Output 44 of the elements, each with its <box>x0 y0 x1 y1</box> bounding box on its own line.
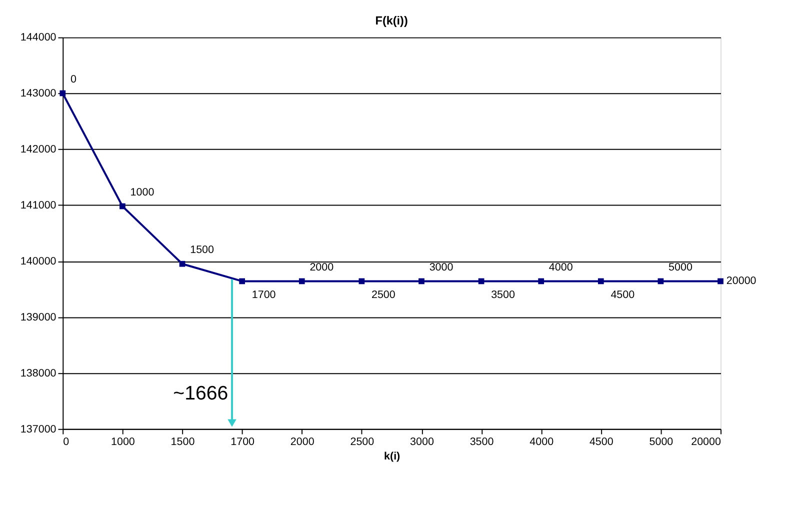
x-tick-label: 1700 <box>230 436 255 448</box>
x-tick-label: 0 <box>63 436 70 448</box>
annotation: 5000 <box>668 261 692 274</box>
point <box>418 278 424 284</box>
point <box>598 278 604 284</box>
annotation: ~1666 <box>173 382 228 405</box>
point <box>358 278 365 284</box>
x-tick-label: 4500 <box>589 436 614 448</box>
point <box>298 278 305 284</box>
x-axis-title: k(i) <box>384 450 401 463</box>
y-tick-label: 139000 <box>20 311 56 324</box>
y-tick-label: 141000 <box>20 200 56 212</box>
x-tick-label: 1000 <box>110 436 135 448</box>
point <box>239 278 246 284</box>
annotation: 4500 <box>610 288 635 301</box>
x-tick-label: 2000 <box>290 436 314 448</box>
x-tick-label: 20000 <box>691 436 722 448</box>
annotation: 0 <box>70 73 76 86</box>
annotation: 1500 <box>190 244 214 256</box>
annotation: 20000 <box>726 275 756 288</box>
annotation: 3500 <box>491 288 516 301</box>
y-tick-label: 142000 <box>20 144 56 156</box>
point <box>538 278 544 284</box>
x-tick-label: 4000 <box>530 436 554 448</box>
y-tick-label: 138000 <box>20 367 56 380</box>
point <box>120 203 126 210</box>
point <box>718 278 724 284</box>
x-tick-label: 3500 <box>470 436 494 448</box>
y-tick-label: 144000 <box>20 32 56 44</box>
annotation: 2500 <box>371 288 396 301</box>
x-tick-label: 5000 <box>649 436 674 448</box>
y-tick-label: 143000 <box>20 88 56 100</box>
annotation: 4000 <box>548 261 573 274</box>
x-tick-label: 2500 <box>350 436 374 448</box>
annotation: 1700 <box>252 288 276 301</box>
x-tick-label: 1500 <box>170 436 195 448</box>
annotation: 2000 <box>310 261 334 274</box>
y-tick-label: 140000 <box>20 256 56 268</box>
annotation: 1000 <box>130 186 154 198</box>
x-tick-label: 3000 <box>410 436 434 448</box>
annotation: 3000 <box>429 261 454 274</box>
chart-title: F(k(i)) <box>375 14 408 28</box>
y-tick-label: 137000 <box>20 423 56 436</box>
point <box>179 260 186 267</box>
